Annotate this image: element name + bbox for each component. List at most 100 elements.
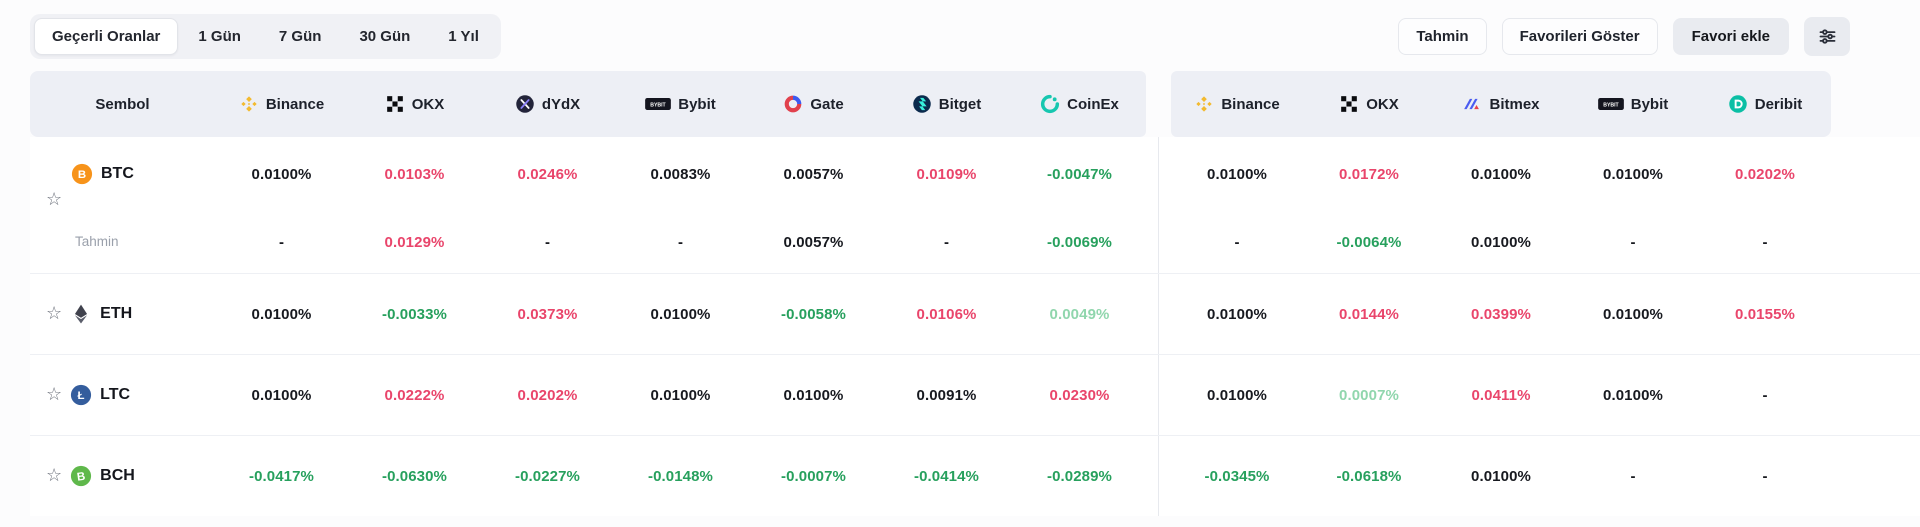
rate-value: -0.0289% xyxy=(1046,467,1112,485)
filter-settings-button[interactable] xyxy=(1804,17,1850,56)
rate-value: 0.0222% xyxy=(384,386,445,404)
svg-text:B: B xyxy=(78,169,86,181)
dydx-icon xyxy=(515,94,535,114)
symbol-cell[interactable]: ☆ Ł LTC xyxy=(30,384,215,406)
svg-text:Ł: Ł xyxy=(78,390,85,402)
prediction-value: - xyxy=(1630,233,1636,251)
rate-value: 0.0007% xyxy=(1339,386,1399,404)
prediction-value: -0.0069% xyxy=(1046,233,1112,251)
prediction-value: 0.0129% xyxy=(384,233,445,251)
rate-value: 0.0100% xyxy=(251,386,312,404)
coin-row-bch: ☆ B BCH -0.0417% -0.0630% -0.0227% -0.0148% -0.… xyxy=(30,436,1920,516)
rate-value: -0.0007% xyxy=(780,467,846,485)
favorite-star-icon[interactable]: ☆ xyxy=(46,189,63,210)
symbol-cell[interactable]: B BTC ☆ Tahmin xyxy=(30,137,215,273)
rate-value: 0.0106% xyxy=(916,305,977,323)
favorite-star-icon[interactable]: ☆ xyxy=(46,465,63,486)
rate-value: 0.0202% xyxy=(517,386,578,404)
rate-value: 0.0246% xyxy=(517,165,578,183)
bch-coin-icon: B xyxy=(70,465,92,487)
prediction-value: - xyxy=(1762,233,1768,251)
svg-text:BYBIT: BYBIT xyxy=(1603,102,1619,108)
rate-value: -0.0414% xyxy=(913,467,979,485)
tab-1-gun[interactable]: 1 Gün xyxy=(180,18,259,55)
exchange-name: dYdX xyxy=(541,95,581,113)
tab-7-gun[interactable]: 7 Gün xyxy=(261,18,340,55)
coin-symbol: LTC xyxy=(100,386,131,403)
rate-value: 0.0230% xyxy=(1049,386,1110,404)
tab-gecerli-oranlar[interactable]: Geçerli Oranlar xyxy=(34,18,179,55)
bybit-icon: BYBIT xyxy=(645,98,672,110)
prediction-value: -0.0064% xyxy=(1336,233,1402,251)
prediction-value: 0.0057% xyxy=(783,233,844,251)
header-group-gap xyxy=(1146,71,1171,137)
table-header-row: Sembol Binance OKX dYdX BYBIT Bybit Gate Bitget… xyxy=(30,71,1920,137)
rate-value: 0.0144% xyxy=(1339,305,1399,323)
gate-icon xyxy=(783,94,803,114)
prediction-value: - xyxy=(943,233,950,251)
rate-value: 0.0100% xyxy=(1207,305,1267,323)
rate-value: -0.0227% xyxy=(514,467,580,485)
okx-icon xyxy=(385,94,405,114)
ltc-coin-icon: Ł xyxy=(70,384,92,406)
show-favorites-button[interactable]: Favorileri Göster xyxy=(1501,18,1658,55)
top-toolbar: Geçerli Oranlar 1 Gün 7 Gün 30 Gün 1 Yıl… xyxy=(0,0,1920,59)
exchange-name: OKX xyxy=(411,95,445,113)
rate-value: -0.0417% xyxy=(248,467,314,485)
rate-value: 0.0155% xyxy=(1735,305,1795,323)
toolbar-actions: Tahmin Favorileri Göster Favori ekle xyxy=(1398,17,1850,56)
rate-value: - xyxy=(1762,386,1768,404)
rate-value: 0.0202% xyxy=(1735,165,1795,183)
rate-value: 0.0100% xyxy=(251,165,312,183)
symbol-cell[interactable]: ☆ B BCH xyxy=(30,465,215,487)
exchange-name: CoinEx xyxy=(1067,95,1119,113)
favorite-star-icon[interactable]: ☆ xyxy=(46,303,63,324)
btc-coin-icon: B xyxy=(71,163,93,185)
group-divider xyxy=(1146,436,1171,516)
favorite-star-icon[interactable]: ☆ xyxy=(46,384,63,405)
rate-value: 0.0399% xyxy=(1471,305,1531,323)
coin-row-eth: ☆ ETH 0.0100% -0.0033% 0.0373% 0.0100% -0.0058… xyxy=(30,274,1920,355)
rate-value: -0.0345% xyxy=(1204,467,1270,485)
rate-value: 0.0109% xyxy=(916,165,977,183)
coin-row-grid: ☆ Ł LTC 0.0100% 0.0222% 0.0202% 0.0100% 0.0100%… xyxy=(30,355,1920,435)
exchange-name: Gate xyxy=(810,95,844,113)
column-header-bybit-1: BYBIT Bybit xyxy=(614,71,747,137)
svg-text:B: B xyxy=(76,471,86,484)
okx-icon xyxy=(1339,94,1359,114)
prediction-button[interactable]: Tahmin xyxy=(1398,18,1487,55)
coinex-icon xyxy=(1040,94,1060,114)
symbol-cell[interactable]: ☆ ETH xyxy=(30,303,215,325)
rate-value: 0.0100% xyxy=(1471,467,1531,485)
rate-value: 0.0100% xyxy=(251,305,312,323)
tab-30-gun[interactable]: 30 Gün xyxy=(341,18,428,55)
group-divider xyxy=(1146,274,1171,354)
exchange-name: Bitget xyxy=(938,95,982,113)
rate-value: -0.0047% xyxy=(1046,165,1112,183)
bitmex-icon xyxy=(1462,94,1482,114)
bitget-icon xyxy=(912,94,932,114)
funding-rates-table: Sembol Binance OKX dYdX BYBIT Bybit Gate Bitget… xyxy=(0,71,1920,516)
rate-value: 0.0172% xyxy=(1339,165,1399,183)
column-header-symbol: Sembol xyxy=(30,71,215,137)
column-header-bitmex-2: Bitmex xyxy=(1435,71,1567,137)
add-favorite-button[interactable]: Favori ekle xyxy=(1672,18,1789,55)
rate-value: 0.0100% xyxy=(650,305,711,323)
rate-value: - xyxy=(1630,467,1636,485)
column-header-gate-1: Gate xyxy=(747,71,880,137)
column-header-coinex-1: CoinEx xyxy=(1013,71,1146,137)
filter-sliders-icon xyxy=(1817,26,1838,47)
column-header-bitget-1: Bitget xyxy=(880,71,1013,137)
rate-value: -0.0033% xyxy=(381,305,447,323)
rate-value: 0.0373% xyxy=(517,305,578,323)
column-header-okx-1: OKX xyxy=(348,71,481,137)
coin-row-grid: ☆ B BCH -0.0417% -0.0630% -0.0227% -0.0148% -0.… xyxy=(30,436,1920,516)
coin-label: B BTC xyxy=(71,163,134,185)
coin-row-grid: B BTC ☆ Tahmin 0.0100% 0.0103% 0.0246% 0.0083% 0… xyxy=(30,137,1920,273)
prediction-label: Tahmin xyxy=(75,234,119,249)
coin-symbol: BTC xyxy=(101,165,134,182)
deribit-icon xyxy=(1728,94,1748,114)
tab-1-yil[interactable]: 1 Yıl xyxy=(430,18,497,55)
column-header-dydx-1: dYdX xyxy=(481,71,614,137)
rate-value: 0.0100% xyxy=(783,386,844,404)
